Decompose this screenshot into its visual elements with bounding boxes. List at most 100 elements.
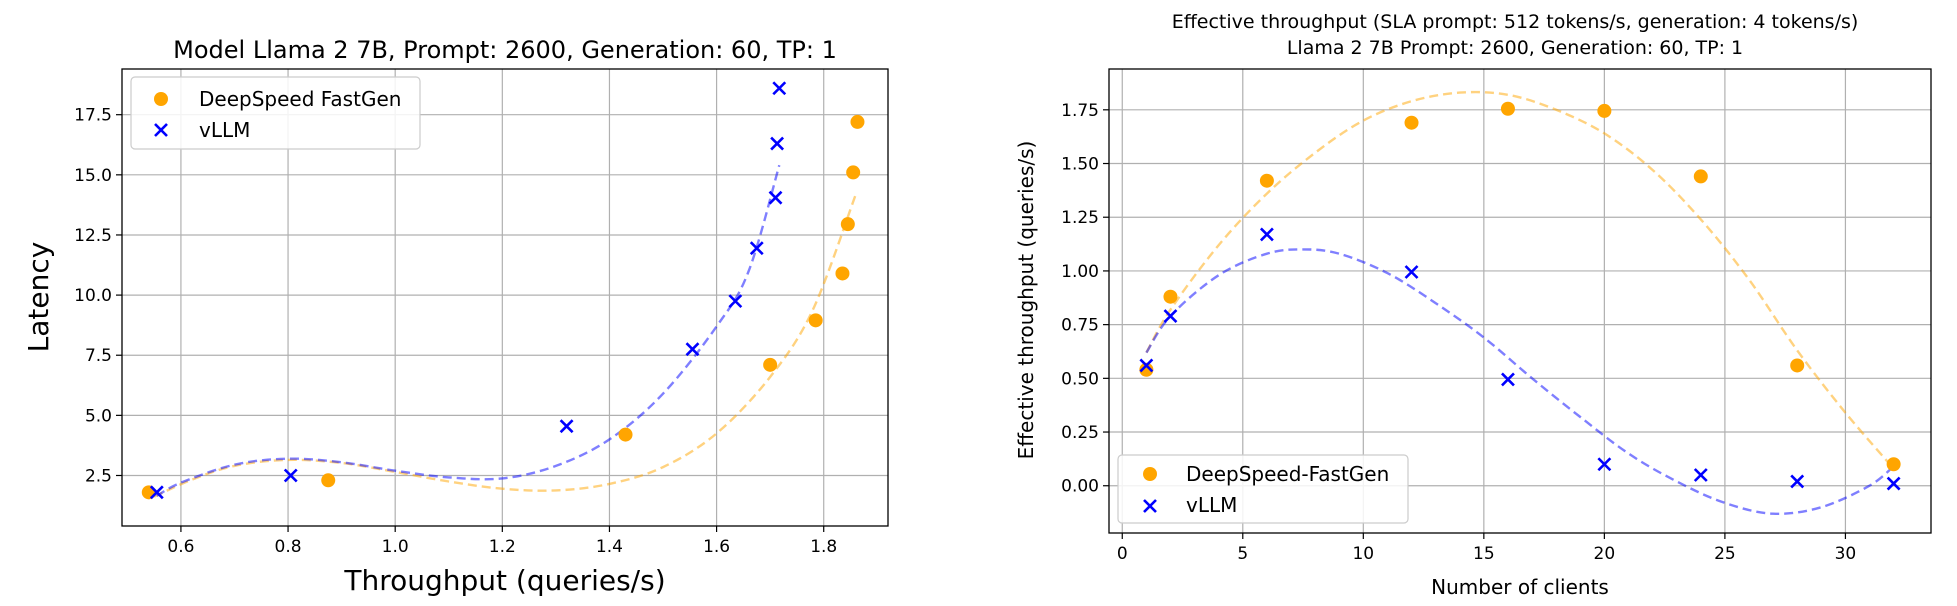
left-deepspeed-point (808, 313, 823, 328)
right-chart-axes-frame (1108, 68, 1932, 534)
left-legend-marker-vllm (154, 123, 168, 137)
left-deepspeed-fit-line (153, 193, 858, 498)
right-deepspeed-point (1500, 101, 1515, 116)
right-vllm-point (1886, 476, 1901, 491)
right-chart-panel: Effective throughput (SLA prompt: 512 to… (1014, 11, 1932, 599)
left-deepspeed-point (321, 473, 336, 488)
left-deepspeed-point (763, 357, 778, 372)
right-x-tick-label: 10 (1352, 544, 1374, 564)
right-chart-subtitle: Llama 2 7B Prompt: 2600, Generation: 60,… (1287, 37, 1743, 59)
left-y-tick-label: 5.0 (85, 406, 112, 426)
right-legend-box (1117, 454, 1409, 524)
right-vllm-point (1597, 457, 1612, 472)
left-vllm-point (728, 294, 743, 309)
left-vllm-point (770, 136, 785, 151)
left-x-tick-label: 1.4 (596, 537, 623, 557)
right-y-tick-label: 0.75 (1061, 316, 1099, 336)
right-legend-label-vllm: vLLM (1186, 493, 1237, 517)
left-x-tick-label: 1.2 (489, 537, 516, 557)
right-y-tick-label: 1.75 (1061, 101, 1099, 121)
right-x-tick-label: 30 (1835, 544, 1857, 564)
left-chart-title: Model Llama 2 7B, Prompt: 2600, Generati… (173, 36, 837, 64)
left-deepspeed-point (835, 266, 850, 281)
right-legend-marker-deepspeed (1143, 467, 1157, 481)
right-x-tick-label: 20 (1594, 544, 1616, 564)
right-deepspeed-point (1163, 289, 1178, 304)
left-y-tick-label: 17.5 (74, 106, 112, 126)
left-chart-panel: Model Llama 2 7B, Prompt: 2600, Generati… (22, 36, 889, 597)
left-legend-marker-deepspeed (154, 92, 168, 106)
right-deepspeed-fit-line (1145, 90, 1895, 470)
right-deepspeed-point (1790, 358, 1805, 373)
left-x-tick-label: 1.8 (810, 537, 837, 557)
right-chart-x-axis-label: Number of clients (1431, 575, 1609, 599)
right-chart-x-ticks: 0 5 10 15 20 25 30 (1117, 533, 1856, 564)
left-x-tick-label: 1.6 (703, 537, 730, 557)
left-chart-y-ticks: 2.5 5.0 7.5 10.0 12.5 15.0 17.5 (74, 106, 122, 486)
right-x-tick-label: 25 (1714, 544, 1736, 564)
right-y-tick-label: 0.00 (1061, 477, 1099, 497)
right-vllm-fit-line (1145, 248, 1895, 516)
right-legend-label-deepspeed: DeepSpeed-FastGen (1186, 462, 1389, 486)
left-deepspeed-point (846, 165, 861, 180)
right-chart-legend: DeepSpeed-FastGen vLLM (1117, 454, 1409, 524)
left-chart-points (141, 81, 865, 500)
left-chart-y-axis-label: Latency (22, 242, 55, 353)
left-chart-legend: DeepSpeed FastGen vLLM (130, 76, 421, 150)
right-vllm-point (1259, 227, 1274, 242)
left-deepspeed-point (850, 114, 865, 129)
right-deepspeed-point (1693, 169, 1708, 184)
left-chart-x-axis-label: Throughput (queries/s) (343, 564, 665, 597)
right-deepspeed-point (1139, 362, 1154, 377)
left-vllm-point (768, 190, 783, 205)
right-vllm-point (1790, 474, 1805, 489)
right-y-tick-label: 0.50 (1061, 369, 1099, 389)
right-y-tick-label: 1.25 (1061, 208, 1099, 228)
right-x-tick-label: 0 (1117, 544, 1128, 564)
right-x-tick-label: 15 (1473, 544, 1495, 564)
right-vllm-point (1139, 358, 1154, 373)
left-chart-fit-lines (153, 164, 858, 498)
right-y-tick-label: 1.00 (1061, 262, 1099, 282)
left-vllm-point (685, 342, 700, 357)
left-legend-label-deepspeed: DeepSpeed FastGen (199, 87, 401, 111)
left-vllm-point (772, 81, 787, 96)
left-deepspeed-point (840, 217, 855, 232)
left-legend-label-vllm: vLLM (199, 118, 250, 142)
left-vllm-point (559, 419, 574, 434)
right-vllm-point (1404, 265, 1419, 279)
right-y-tick-label: 1.50 (1061, 155, 1099, 175)
left-x-tick-label: 0.8 (275, 537, 302, 557)
left-y-tick-label: 15.0 (74, 166, 112, 186)
left-y-tick-label: 2.5 (85, 466, 112, 486)
right-chart-fit-lines (1145, 90, 1895, 516)
right-deepspeed-point (1886, 457, 1901, 472)
right-deepspeed-point (1259, 173, 1274, 188)
left-legend-box (130, 76, 421, 150)
right-chart-title: Effective throughput (SLA prompt: 512 to… (1172, 11, 1859, 33)
left-y-tick-label: 7.5 (85, 346, 112, 366)
left-chart-axes-frame (121, 68, 889, 527)
left-chart-grid (122, 69, 888, 526)
right-chart-y-axis-label: Effective throughput (queries/s) (1014, 141, 1038, 460)
right-x-tick-label: 5 (1237, 544, 1248, 564)
right-deepspeed-point (1597, 103, 1612, 118)
right-vllm-point (1693, 468, 1708, 482)
left-vllm-fit-line (156, 164, 781, 497)
left-chart-x-ticks: 0.6 0.8 1.0 1.2 1.4 1.6 1.8 (167, 526, 837, 557)
right-chart-y-ticks: 0.00 0.25 0.50 0.75 1.00 1.25 1.50 1.75 (1061, 101, 1109, 497)
left-x-tick-label: 1.0 (382, 537, 409, 557)
right-vllm-point (1163, 309, 1178, 323)
right-y-tick-label: 0.25 (1061, 423, 1099, 443)
left-x-tick-label: 0.6 (167, 537, 194, 557)
right-vllm-point (1501, 372, 1515, 387)
left-y-tick-label: 10.0 (74, 286, 112, 306)
left-deepspeed-point (618, 427, 633, 442)
left-vllm-point (149, 485, 164, 500)
right-chart-points (1139, 101, 1901, 491)
left-y-tick-label: 12.5 (74, 226, 112, 246)
right-legend-marker-vllm (1143, 499, 1157, 513)
left-vllm-point (749, 241, 764, 256)
left-vllm-point (283, 468, 298, 483)
